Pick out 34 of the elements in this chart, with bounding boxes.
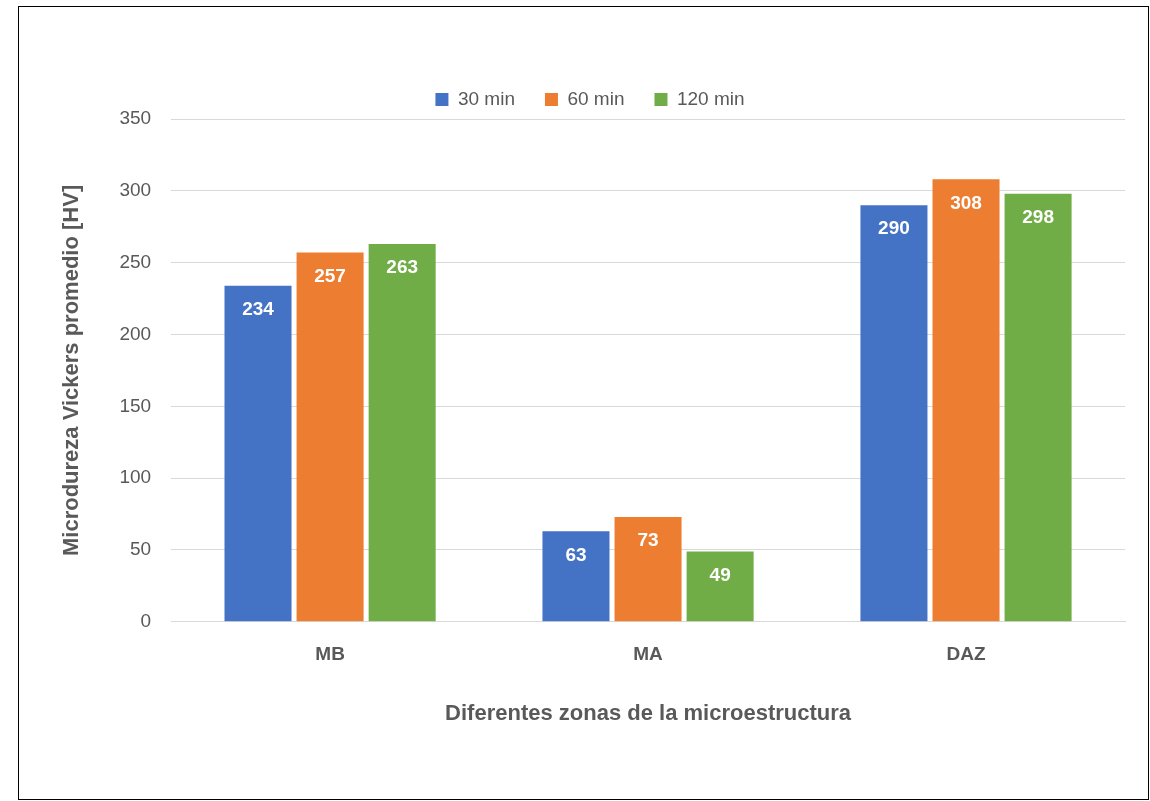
- data-label: 290: [878, 217, 910, 239]
- bar: [686, 551, 754, 622]
- y-axis-title: Microdureza Vickers promedio [HV]: [58, 184, 84, 557]
- data-label: 49: [709, 563, 731, 585]
- data-label: 263: [386, 256, 419, 278]
- y-tick-label: 150: [119, 394, 152, 416]
- x-tick-label: DAZ: [946, 643, 986, 665]
- y-tick-label: 100: [119, 466, 152, 488]
- legend-label: 60 min: [567, 87, 625, 109]
- y-tick-label: 50: [129, 538, 152, 560]
- data-label: 298: [1022, 205, 1054, 227]
- bar: [224, 285, 292, 622]
- bar: [542, 531, 610, 622]
- legend-label: 30 min: [457, 87, 515, 109]
- bar: [614, 516, 682, 622]
- x-tick-label: MB: [315, 643, 345, 665]
- x-axis-title: Diferentes zonas de la microestructura: [445, 699, 852, 725]
- x-tick-label: MA: [633, 643, 664, 665]
- bar: [932, 179, 1000, 622]
- y-tick-label: 300: [119, 179, 152, 201]
- data-label: 63: [565, 543, 587, 565]
- data-label: 308: [950, 191, 982, 213]
- data-label: 73: [637, 529, 659, 551]
- data-label: 257: [314, 264, 346, 286]
- data-label: 234: [242, 297, 275, 319]
- bar: [296, 252, 364, 622]
- y-tick-label: 250: [119, 250, 152, 272]
- bar: [1004, 193, 1072, 622]
- bar: [368, 243, 436, 622]
- y-tick-label: 200: [119, 322, 152, 344]
- bar: [860, 205, 928, 622]
- legend-label: 120 min: [676, 87, 745, 109]
- y-tick-label: 350: [119, 107, 152, 129]
- y-tick-label: 0: [140, 610, 152, 632]
